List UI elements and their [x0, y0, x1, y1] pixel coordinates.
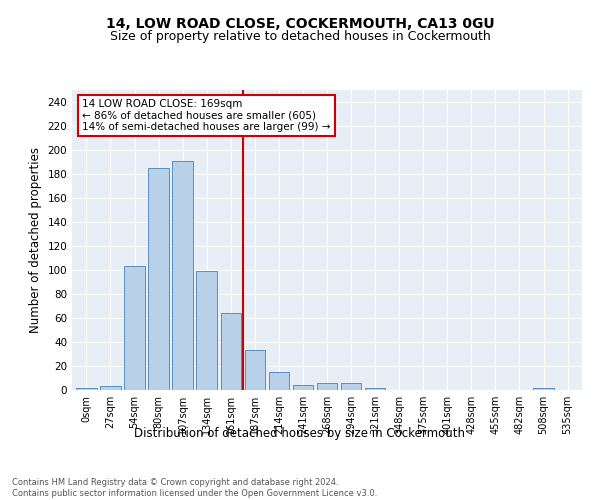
- Bar: [100, 386, 121, 390]
- Bar: [365, 388, 385, 390]
- Text: Contains HM Land Registry data © Crown copyright and database right 2024.
Contai: Contains HM Land Registry data © Crown c…: [12, 478, 377, 498]
- Bar: [196, 271, 217, 390]
- Y-axis label: Number of detached properties: Number of detached properties: [29, 147, 42, 333]
- Bar: [293, 385, 313, 390]
- Bar: [245, 350, 265, 390]
- Bar: [341, 383, 361, 390]
- Text: 14 LOW ROAD CLOSE: 169sqm
← 86% of detached houses are smaller (605)
14% of semi: 14 LOW ROAD CLOSE: 169sqm ← 86% of detac…: [82, 99, 331, 132]
- Bar: [172, 161, 193, 390]
- Text: Distribution of detached houses by size in Cockermouth: Distribution of detached houses by size …: [134, 428, 466, 440]
- Bar: [148, 168, 169, 390]
- Bar: [221, 313, 241, 390]
- Bar: [76, 388, 97, 390]
- Bar: [124, 266, 145, 390]
- Text: Size of property relative to detached houses in Cockermouth: Size of property relative to detached ho…: [110, 30, 490, 43]
- Bar: [317, 383, 337, 390]
- Text: 14, LOW ROAD CLOSE, COCKERMOUTH, CA13 0GU: 14, LOW ROAD CLOSE, COCKERMOUTH, CA13 0G…: [106, 18, 494, 32]
- Bar: [533, 388, 554, 390]
- Bar: [269, 372, 289, 390]
